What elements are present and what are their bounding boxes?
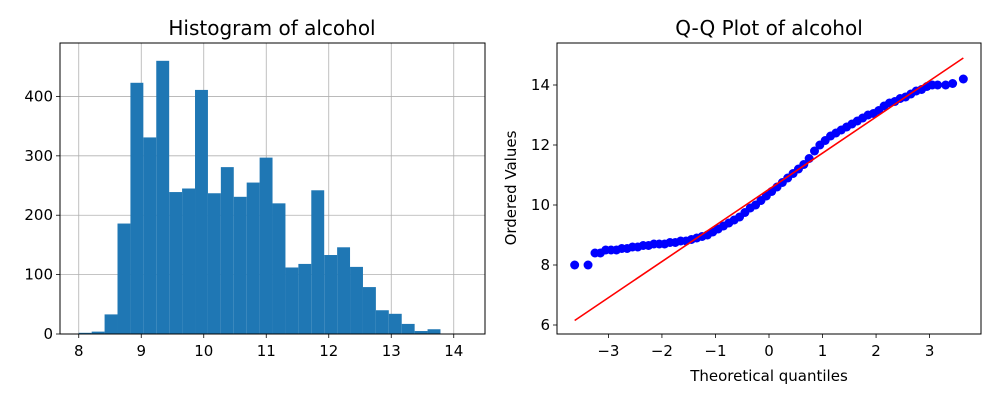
qq-x-tick-label: −2 — [651, 342, 673, 360]
histogram-panel: Histogram of alcohol 8 9 10 11 12 13 14 0 100 20… — [24, 16, 486, 360]
histogram-bar — [285, 267, 299, 334]
histogram-bar — [272, 203, 286, 334]
qq-y-tick-label: 8 — [540, 256, 550, 274]
histogram-bar — [324, 255, 338, 334]
histogram-bar — [91, 331, 105, 334]
histogram-bar — [246, 182, 260, 334]
qq-y-tick-label: 12 — [531, 136, 550, 154]
histogram-bar — [414, 331, 428, 334]
qq-x-tick-label: 3 — [925, 342, 935, 360]
histogram-title: Histogram of alcohol — [168, 16, 375, 40]
histogram-y-tick-label: 300 — [24, 147, 53, 165]
histogram-x-tick-label: 10 — [194, 342, 213, 360]
histogram-y-tick-label: 400 — [24, 87, 53, 105]
qq-y-ticks: 6 8 10 12 14 — [531, 76, 557, 334]
qq-x-tick-label: 0 — [764, 342, 774, 360]
qq-point — [570, 260, 580, 270]
qq-x-tick-label: 1 — [818, 342, 828, 360]
histogram-plot-frame — [59, 42, 486, 335]
histogram-x-tick-label: 14 — [444, 342, 463, 360]
qq-point — [583, 260, 593, 270]
histogram-bar — [169, 192, 183, 334]
qq-x-tick-label: 2 — [871, 342, 881, 360]
histogram-x-tick-label: 11 — [257, 342, 276, 360]
histogram-bar — [117, 223, 131, 334]
histogram-bar — [104, 314, 118, 334]
histogram-bar — [259, 157, 273, 334]
histogram-y-ticks: 0 100 200 300 400 — [24, 87, 60, 343]
histogram-bar — [233, 196, 247, 334]
histogram-y-tick-label: 100 — [24, 266, 53, 284]
histogram-x-tick-label: 13 — [382, 342, 401, 360]
qq-point — [948, 79, 958, 88]
qq-points — [570, 74, 968, 270]
histogram-bar — [220, 167, 234, 334]
qq-y-tick-label: 14 — [531, 76, 550, 94]
histogram-bar — [337, 247, 351, 334]
qq-point — [958, 74, 968, 84]
histogram-x-tick-label: 8 — [74, 342, 84, 360]
qq-point — [933, 80, 943, 90]
qq-y-tick-label: 10 — [531, 196, 550, 214]
histogram-bar — [388, 313, 402, 334]
qq-x-axis-label: Theoretical quantiles — [689, 367, 848, 385]
qq-x-tick-label: −3 — [597, 342, 619, 360]
histogram-bar — [375, 310, 389, 334]
qq-plot-panel: Q-Q Plot of alcohol −3 −2 −1 0 1 2 3 68101214 … — [502, 16, 982, 385]
histogram-bars — [78, 60, 441, 335]
histogram-bar — [156, 60, 170, 335]
histogram-bar — [143, 137, 157, 334]
histogram-x-tick-label: 12 — [319, 342, 338, 360]
histogram-bar — [130, 82, 144, 334]
qq-plot-title: Q-Q Plot of alcohol — [675, 16, 863, 40]
histogram-bar — [350, 266, 363, 334]
qq-point — [810, 146, 820, 156]
qq-fit-line — [574, 57, 964, 322]
qq-x-ticks: −3 −2 −1 0 1 2 3 — [597, 334, 934, 360]
histogram-bar — [311, 190, 325, 334]
histogram-bar — [362, 287, 376, 334]
histogram-bar — [298, 263, 312, 334]
histogram-y-tick-label: 0 — [43, 325, 53, 343]
histogram-x-ticks: 8 9 10 11 12 13 14 — [74, 334, 463, 360]
qq-point — [941, 80, 951, 90]
qq-fit-line-group — [574, 57, 964, 322]
qq-y-tick-label: 6 — [540, 316, 550, 334]
histogram-x-tick-label: 9 — [136, 342, 146, 360]
qq-y-axis-label: Ordered Values — [502, 130, 520, 245]
histogram-bar — [78, 332, 92, 334]
histogram-bar — [427, 329, 441, 334]
histogram-bar — [195, 89, 208, 335]
histogram-y-tick-label: 200 — [24, 206, 53, 224]
qq-x-tick-label: −1 — [704, 342, 726, 360]
histogram-bar — [401, 323, 415, 334]
histogram-bar — [207, 193, 221, 334]
histogram-bar — [182, 188, 196, 334]
